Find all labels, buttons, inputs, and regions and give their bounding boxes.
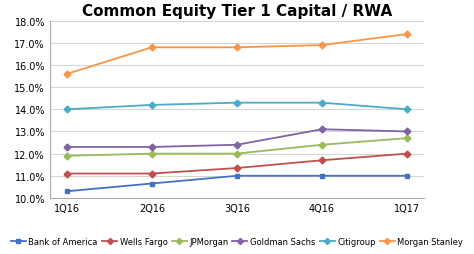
- Title: Common Equity Tier 1 Capital / RWA: Common Equity Tier 1 Capital / RWA: [82, 4, 392, 19]
- Goldman Sachs: [234, 144, 240, 147]
- Goldman Sachs: [149, 146, 155, 149]
- Bank of America: [149, 182, 155, 185]
- Morgan Stanley: [64, 73, 70, 76]
- Citigroup: [149, 104, 155, 107]
- Morgan Stanley: [149, 46, 155, 50]
- Goldman Sachs: [404, 130, 410, 133]
- Citigroup: [404, 108, 410, 112]
- Citigroup: [234, 102, 240, 105]
- Bank of America: [64, 190, 70, 193]
- Bank of America: [404, 174, 410, 178]
- JPMorgan: [234, 152, 240, 155]
- Line: Morgan Stanley: Morgan Stanley: [64, 33, 410, 77]
- JPMorgan: [64, 155, 70, 158]
- Line: JPMorgan: JPMorgan: [64, 136, 410, 159]
- Bank of America: [234, 174, 240, 178]
- Citigroup: [64, 108, 70, 112]
- JPMorgan: [149, 152, 155, 155]
- Line: Wells Fargo: Wells Fargo: [64, 152, 410, 176]
- Citigroup: [319, 102, 325, 105]
- JPMorgan: [404, 137, 410, 140]
- JPMorgan: [319, 144, 325, 147]
- Goldman Sachs: [319, 128, 325, 131]
- Morgan Stanley: [404, 33, 410, 36]
- Wells Fargo: [319, 159, 325, 162]
- Line: Goldman Sachs: Goldman Sachs: [64, 127, 410, 150]
- Line: Citigroup: Citigroup: [64, 101, 410, 112]
- Line: Bank of America: Bank of America: [64, 174, 410, 194]
- Wells Fargo: [404, 152, 410, 155]
- Morgan Stanley: [234, 46, 240, 50]
- Wells Fargo: [149, 172, 155, 175]
- Wells Fargo: [64, 172, 70, 175]
- Morgan Stanley: [319, 44, 325, 47]
- Wells Fargo: [234, 167, 240, 170]
- Goldman Sachs: [64, 146, 70, 149]
- Legend: Bank of America, Wells Fargo, JPMorgan, Goldman Sachs, Citigroup, Morgan Stanley: Bank of America, Wells Fargo, JPMorgan, …: [8, 234, 466, 250]
- Bank of America: [319, 174, 325, 178]
